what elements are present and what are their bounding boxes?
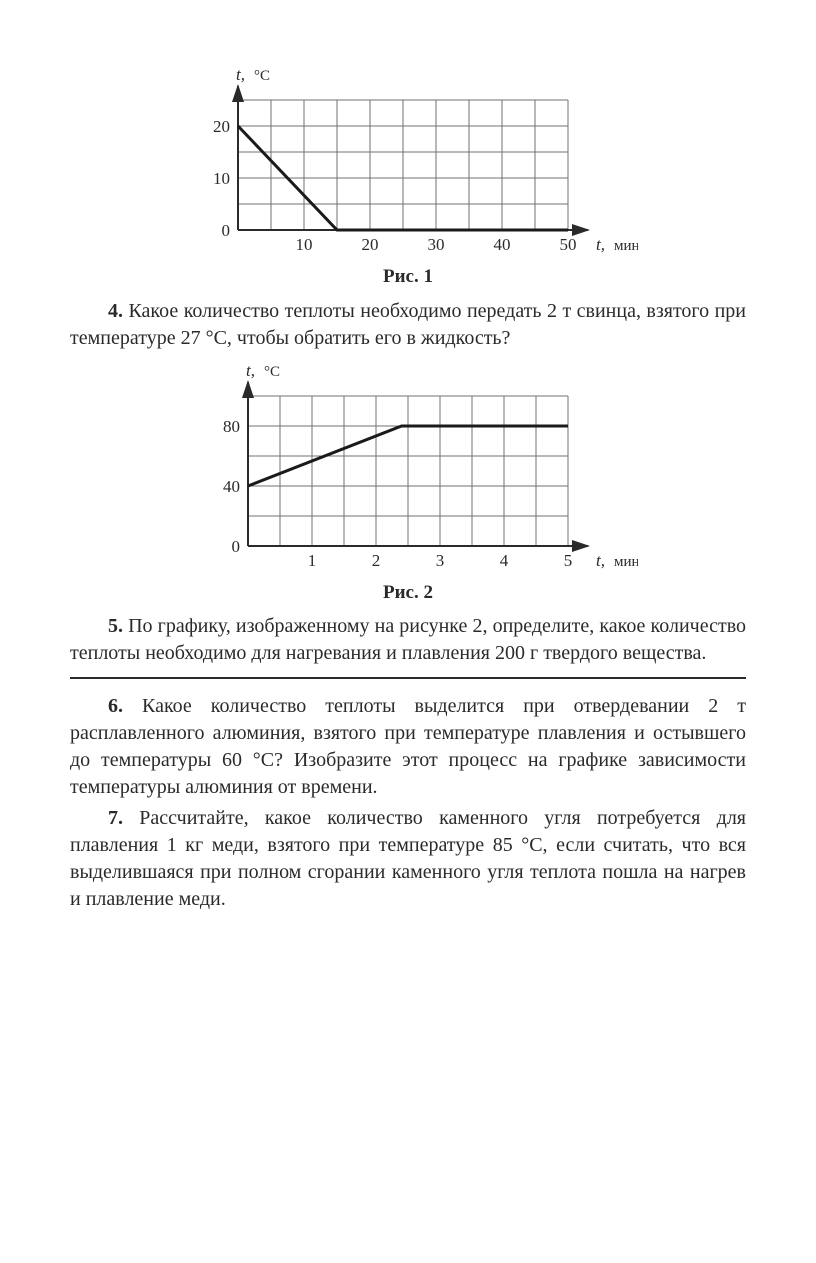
chart-1-caption: Рис. 1 (70, 264, 746, 290)
problem-4: 4. Какое количество теплоты необходимо п… (70, 298, 746, 352)
svg-text:t,: t, (596, 235, 605, 254)
svg-text:30: 30 (428, 235, 445, 254)
chart-1: 0 10 20 10 20 30 40 50 t, °C t, мин Рис. 1 (70, 60, 746, 290)
svg-text:20: 20 (362, 235, 379, 254)
svg-text:20: 20 (213, 117, 230, 136)
svg-text:40: 40 (223, 477, 240, 496)
problem-7-text: Рассчитайте, какое количество каменного … (70, 807, 746, 910)
svg-text:10: 10 (296, 235, 313, 254)
chart-2-caption: Рис. 2 (70, 580, 746, 606)
svg-text:°C: °C (264, 364, 280, 380)
problem-7: 7. Рассчитайте, какое количество каменно… (70, 805, 746, 913)
svg-text:0: 0 (232, 537, 241, 556)
problem-6: 6. Какое количество теплоты выделится пр… (70, 693, 746, 801)
problem-6-text: Какое количество теплоты выделится при о… (70, 695, 746, 798)
problem-7-num: 7. (108, 807, 123, 829)
svg-text:t,: t, (596, 551, 605, 570)
chart-1-svg: 0 10 20 10 20 30 40 50 t, °C t, мин (178, 60, 638, 260)
svg-text:°C: °C (254, 68, 270, 84)
svg-text:40: 40 (494, 235, 511, 254)
chart-2-svg: 0 40 80 1 2 3 4 5 t, °C t, мин (178, 356, 638, 576)
svg-text:4: 4 (500, 551, 509, 570)
svg-text:0: 0 (222, 221, 231, 240)
svg-text:10: 10 (213, 169, 230, 188)
separator (70, 677, 746, 679)
problem-5: 5. По графику, изображенному на рисунке … (70, 613, 746, 667)
problem-4-num: 4. (108, 300, 123, 322)
chart-2: 0 40 80 1 2 3 4 5 t, °C t, мин Рис. 2 (70, 356, 746, 606)
svg-text:2: 2 (372, 551, 381, 570)
svg-text:t,: t, (236, 65, 245, 84)
svg-text:50: 50 (560, 235, 577, 254)
svg-text:1: 1 (308, 551, 317, 570)
problem-5-num: 5. (108, 615, 123, 637)
svg-text:мин: мин (614, 238, 638, 254)
svg-text:80: 80 (223, 417, 240, 436)
svg-text:мин: мин (614, 554, 638, 570)
problem-6-num: 6. (108, 695, 123, 717)
problem-5-text: По графику, изображенному на рисунке 2, … (70, 615, 746, 664)
svg-text:5: 5 (564, 551, 573, 570)
problem-4-text: Какое количество теплоты необходимо пере… (70, 300, 746, 349)
svg-text:3: 3 (436, 551, 445, 570)
svg-text:t,: t, (246, 361, 255, 380)
